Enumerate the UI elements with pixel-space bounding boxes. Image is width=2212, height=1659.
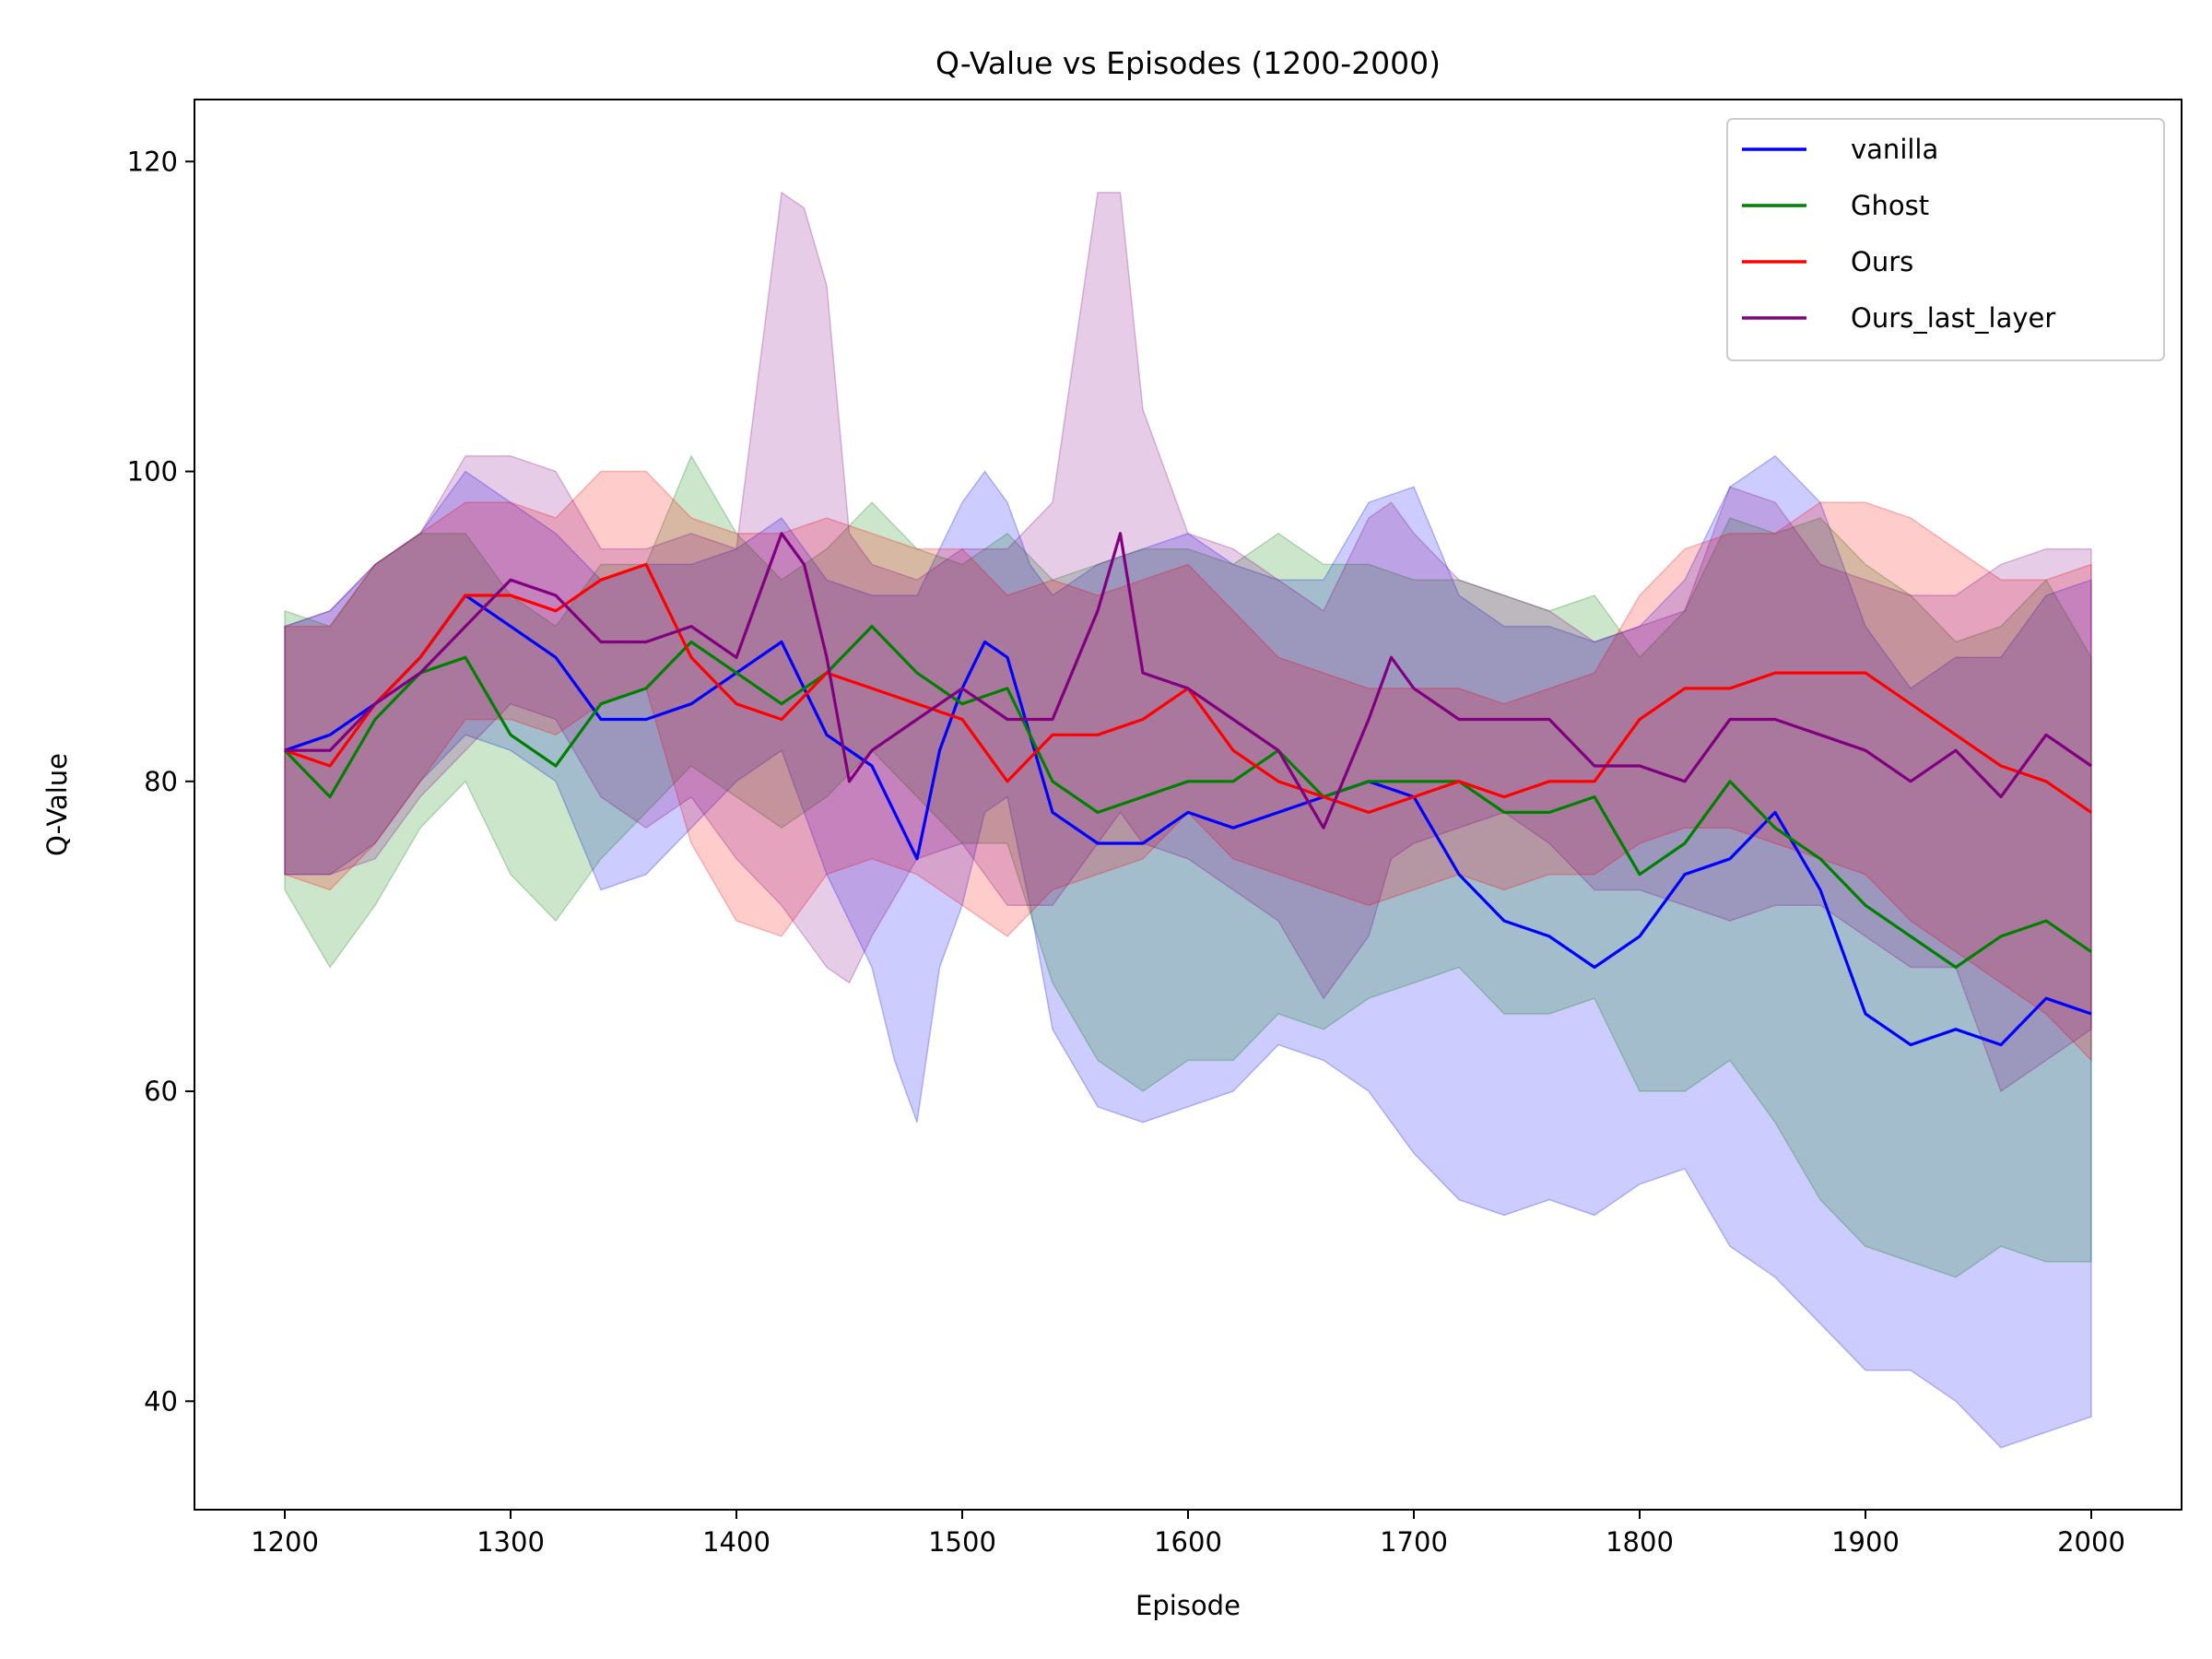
x-tick-label: 1700 — [1380, 1526, 1448, 1558]
x-tick-label: 1600 — [1154, 1526, 1222, 1558]
legend-box — [1726, 118, 2165, 361]
band-ours-last-layer — [284, 191, 2092, 1093]
legend-label: Ours — [1851, 246, 1913, 277]
confidence-bands — [284, 191, 2092, 1449]
chart-title: Q-Value vs Episodes (1200-2000) — [935, 45, 1441, 81]
y-tick-label: 120 — [127, 146, 178, 177]
x-axis-label: Episode — [1135, 1590, 1241, 1621]
x-tick-label: 1500 — [928, 1526, 996, 1558]
y-tick-label: 80 — [144, 766, 178, 797]
y-tick-label: 100 — [127, 456, 178, 488]
x-tick-label: 1400 — [702, 1526, 771, 1558]
x-tick-label: 2000 — [2057, 1526, 2125, 1558]
x-tick-label: 1800 — [1606, 1526, 1674, 1558]
x-tick-label: 1900 — [1831, 1526, 1900, 1558]
series-lines — [283, 532, 2092, 1047]
band-ours — [284, 470, 2092, 1063]
x-tick-label: 1300 — [477, 1526, 545, 1558]
legend-label: Ghost — [1851, 190, 1929, 221]
line-ours-last-layer — [285, 532, 2092, 830]
y-axis-label: Q-Value — [41, 753, 73, 856]
line-vanilla — [284, 594, 2092, 1047]
legend: vanilla Ghost Ours Ours_last_layer — [1726, 118, 2165, 361]
y-tick-label: 40 — [144, 1385, 178, 1417]
line-ghost — [283, 624, 2092, 970]
x-axis-ticks: 1200 1300 1400 1500 1600 1700 1800 1900 2000 — [251, 1510, 2125, 1558]
y-tick-label: 60 — [144, 1076, 178, 1107]
y-axis-ticks: 40 60 80 100 120 — [127, 146, 194, 1417]
band-ghost — [284, 454, 2092, 1278]
legend-label: Ours_last_layer — [1851, 302, 2055, 334]
x-tick-label: 1200 — [251, 1526, 319, 1558]
legend-label: vanilla — [1851, 134, 1938, 165]
